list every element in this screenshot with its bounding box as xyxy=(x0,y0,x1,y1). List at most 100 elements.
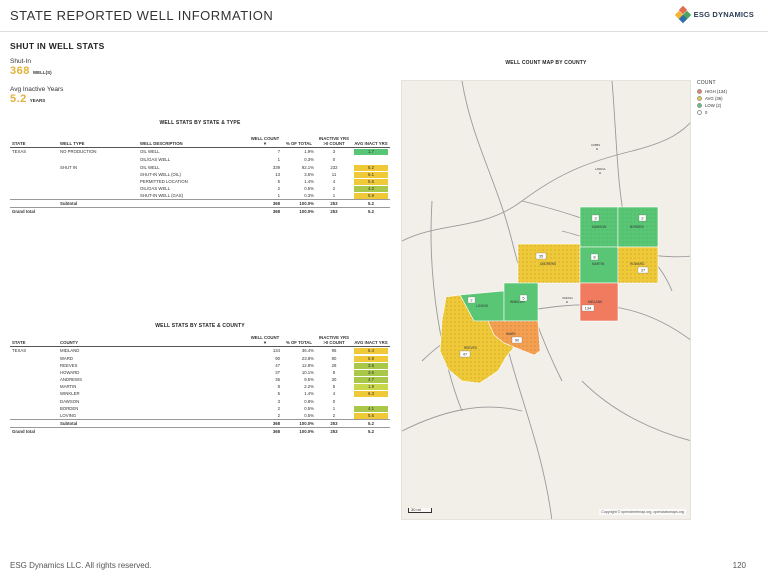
county-label-martin: MARTIN xyxy=(592,262,605,266)
inactive-count-cell: 0 xyxy=(332,398,336,404)
legend-item-low[interactable]: LOW (2) xyxy=(697,103,727,108)
county-map[interactable]: DAWSON BORDEN ANDREWS MARTIN HOWARD MIDL… xyxy=(401,80,691,520)
table-row[interactable]: SHUT IN OIL WELL 339 92.1% 232 5.2 xyxy=(10,164,390,171)
table-row[interactable]: SHUT-IN WELL (OIL) 13 3.5% 11 6.1 xyxy=(10,171,390,178)
county-label-borden: BORDEN xyxy=(630,225,644,229)
table-row[interactable]: SHUT-IN WELL (GAS) 1 0.3% 1 5.9 xyxy=(10,192,390,200)
avg-inact-cell: 1.9 xyxy=(352,383,390,390)
table-row[interactable]: TEXAS MIDLAND 134 36.4% 95 5.4 xyxy=(10,347,390,355)
state-cell xyxy=(10,412,58,420)
county-label-howard: HOWARD xyxy=(630,262,645,266)
table-row[interactable]: WINKLER 5 1.4% 4 6.3 xyxy=(10,390,390,397)
legend-swatch-avg xyxy=(697,96,702,101)
col-header-well-count[interactable]: WELL COUNT ▾ xyxy=(248,136,282,149)
town-lamesa: LAMESA xyxy=(595,167,606,171)
col-header-state[interactable]: STATE xyxy=(10,136,58,149)
well-count-cell: 7 xyxy=(277,149,280,155)
inactive-count-cell: 0 xyxy=(332,157,336,162)
inactive-count-cell: 5 xyxy=(332,383,336,389)
inactive-count-cell: 232 xyxy=(330,164,338,170)
county-stats-table: STATE COUNTY WELL COUNT ▾ % OF TOTAL INA… xyxy=(10,335,390,436)
county-winkler[interactable] xyxy=(503,282,539,322)
col-header-inactive-count[interactable]: INACTIVE YRS >0 COUNT xyxy=(316,335,352,348)
pct-total-cell: 1.4% xyxy=(304,178,314,184)
table-row[interactable]: PERMITTED LOCATION 5 1.4% 4 5.6 xyxy=(10,178,390,185)
count-andrews: 35 xyxy=(539,254,544,259)
table-row[interactable]: TEXAS NO PRODUCTION OIL WELL 7 1.9% 3 1.7 xyxy=(10,148,390,156)
avg-inact-cell: 5.4 xyxy=(352,347,390,355)
inactive-count-cell: 2 xyxy=(332,185,336,191)
county-cell: MIDLAND xyxy=(60,348,80,354)
county-label-ward: WARD xyxy=(506,332,516,336)
kpi-inactive-value: 5.2 YEARS xyxy=(10,93,45,105)
table-row[interactable]: ANDREWS 35 9.5% 30 4.7 xyxy=(10,376,390,383)
table-row[interactable]: WARD 90 23.8% 80 5.9 xyxy=(10,355,390,362)
col-header-well-count[interactable]: WELL COUNT ▾ xyxy=(248,335,282,348)
avg-inact-value xyxy=(354,156,388,162)
col-header-pct-total[interactable]: % OF TOTAL xyxy=(282,136,316,149)
col-header-avg-inact[interactable]: AVG INACT YRS xyxy=(352,335,390,348)
table-row[interactable]: DAWSON 3 0.8% 0 xyxy=(10,397,390,405)
table-row[interactable]: OIL/GAS WELL 2 0.5% 2 4.2 xyxy=(10,185,390,192)
avg-inact-cell: 5.9 xyxy=(352,355,390,362)
map-scale-bar: 30 mi xyxy=(408,508,432,513)
empty-cell xyxy=(10,419,58,428)
col-header-well-description[interactable]: WELL DESCRIPTION xyxy=(138,136,248,149)
state-cell xyxy=(10,156,58,164)
count-winkler: 5 xyxy=(522,296,525,301)
legend-item-avg[interactable]: AVG (36) xyxy=(697,96,727,101)
county-cell: REEVES xyxy=(60,362,78,368)
kpi-inactive-label: Avg Inactive Years xyxy=(10,86,64,93)
well-count-cell: 368 xyxy=(248,427,282,436)
well-description-cell: OIL WELL xyxy=(140,164,160,170)
col-header-inactive-count[interactable]: INACTIVE YRS >0 COUNT xyxy=(316,136,352,149)
avg-inact-cell: 4.7 xyxy=(352,376,390,383)
county-cell: BORDEN xyxy=(60,406,79,412)
inactive-count-cell: 253 xyxy=(316,199,352,208)
col-header-avg-inact[interactable]: AVG INACT YRS xyxy=(352,136,390,149)
legend-item-zero[interactable]: 0 xyxy=(697,110,727,115)
well-count-cell: 368 xyxy=(248,207,282,216)
col-header-well-type[interactable]: WELL TYPE xyxy=(58,136,138,149)
kpi-shutin-unit: WELL(S) xyxy=(32,70,52,75)
county-cell: HOWARD xyxy=(60,369,80,375)
table-row[interactable]: REEVES 47 12.8% 28 3.5 xyxy=(10,362,390,369)
col-header-county[interactable]: COUNTY xyxy=(58,335,248,348)
state-cell xyxy=(10,362,58,369)
table-row[interactable]: HOWARD 37 10.1% 8 3.6 xyxy=(10,369,390,376)
table-row[interactable]: LOVING 2 0.5% 2 5.6 xyxy=(10,412,390,420)
town-odessa: ODESSA xyxy=(562,296,573,300)
inactive-count-cell: 3 xyxy=(332,149,336,155)
avg-inact-cell xyxy=(352,397,390,405)
county-label-dawson: DAWSON xyxy=(592,225,607,229)
table-row[interactable]: BORDEN 2 0.5% 1 4.1 xyxy=(10,405,390,413)
avg-inact-cell: 6.1 xyxy=(352,171,390,178)
table-row[interactable]: MARTIN 8 2.2% 5 1.9 xyxy=(10,383,390,390)
well-type-cell xyxy=(58,171,138,178)
avg-inact-value: 1.7 xyxy=(354,149,388,156)
county-midland[interactable] xyxy=(579,282,619,322)
grand-row: Grand total 368 100.0% 253 5.2 xyxy=(10,427,390,436)
grand-label: Grand total xyxy=(10,207,248,216)
legend-title: COUNT xyxy=(697,80,716,86)
col-header-pct-total[interactable]: % OF TOTAL xyxy=(282,335,316,348)
pct-total-cell: 10.1% xyxy=(301,369,314,375)
map-attribution[interactable]: Copyright © openstreetmap.org, openstats… xyxy=(599,509,686,515)
pct-total-cell: 100.0% xyxy=(282,419,316,428)
pct-total-cell: 9.5% xyxy=(304,376,314,382)
table-row[interactable]: OIL/GAS WELL 1 0.3% 0 xyxy=(10,156,390,164)
avg-inact-value: 5.6 xyxy=(354,178,388,185)
inactive-count-cell: 28 xyxy=(331,362,337,368)
state-cell xyxy=(10,397,58,405)
avg-inact-value: 5.4 xyxy=(354,348,388,355)
legend-item-high[interactable]: HIGH (134) xyxy=(697,89,727,94)
county-label-reeves: REEVES xyxy=(464,346,477,350)
pct-total-cell: 1.4% xyxy=(304,390,314,396)
inactive-count-cell: 30 xyxy=(331,376,337,382)
avg-inact-value: 1.9 xyxy=(354,383,388,390)
county-cell: ANDREWS xyxy=(60,376,82,382)
inactive-count-cell: 11 xyxy=(331,171,337,177)
col-header-state[interactable]: STATE xyxy=(10,335,58,348)
county-label-andrews: ANDREWS xyxy=(540,262,556,266)
avg-inact-value: 6.1 xyxy=(354,171,388,178)
